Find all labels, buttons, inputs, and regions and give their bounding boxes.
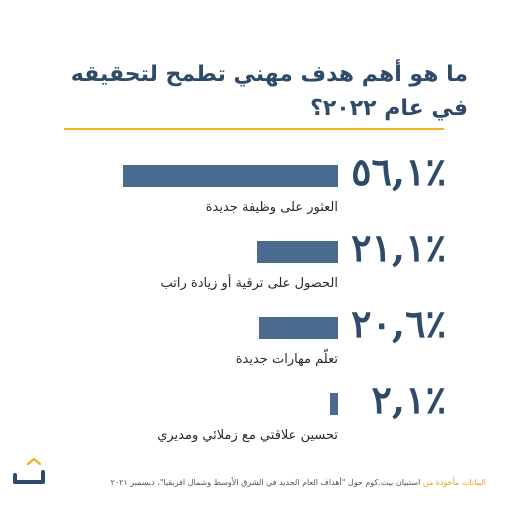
category-label: تعلّم مهارات جديدة bbox=[235, 352, 338, 367]
chart-title: ما هو أهم هدف مهني تطمح لتحقيقه في عام ٢… bbox=[70, 62, 468, 121]
data-label: ٢٠,٦٪ bbox=[351, 301, 446, 346]
category-label: تحسين علاقتي مع زملائي ومديري bbox=[157, 428, 338, 443]
bar bbox=[259, 317, 338, 339]
bar bbox=[329, 393, 338, 415]
title-divider bbox=[64, 128, 444, 130]
source-lead: البيانات مأخوذة من bbox=[422, 478, 486, 487]
category-label: الحصول على ترقية أو زيادة راتب bbox=[160, 276, 338, 291]
data-label: ٢١,١٪ bbox=[351, 225, 446, 270]
bar bbox=[123, 165, 338, 187]
source-footnote: البيانات مأخوذة من استبيان بيت.كوم حول "… bbox=[16, 478, 486, 488]
category-label: العثور على وظيفة جديدة bbox=[205, 200, 338, 215]
bar bbox=[257, 241, 338, 263]
bayt-logo-icon bbox=[13, 458, 45, 488]
source-text: استبيان بيت.كوم حول "أهداف العام الجديد … bbox=[110, 478, 421, 487]
data-label: ٥٦,١٪ bbox=[351, 149, 446, 194]
data-label: ٢,١٪ bbox=[371, 377, 446, 422]
